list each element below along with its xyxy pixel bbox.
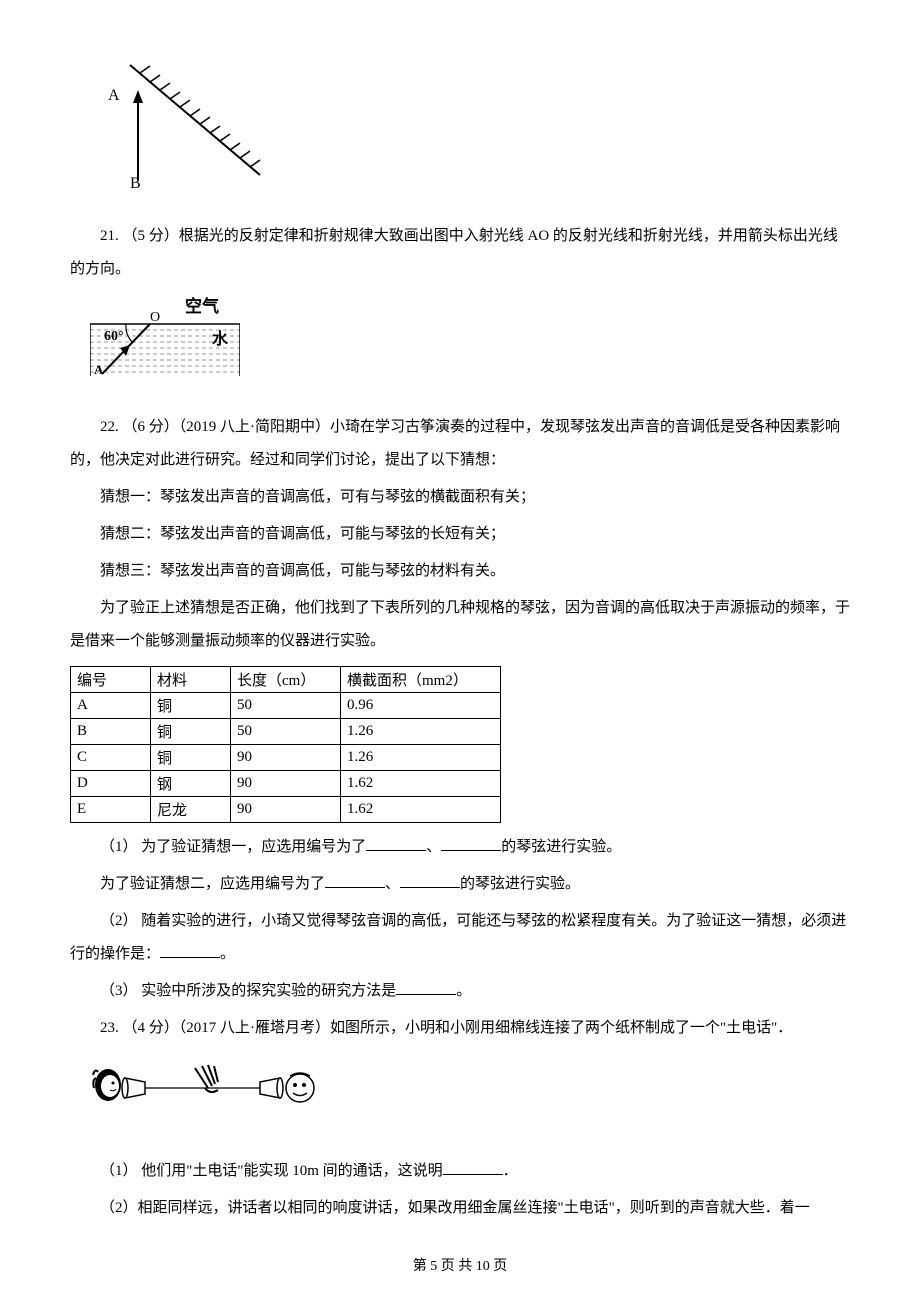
cell: 1.62	[341, 771, 501, 797]
sub2-suffix: 。	[220, 946, 235, 962]
cell: 1.26	[341, 719, 501, 745]
cell: 1.62	[341, 797, 501, 823]
cell: 50	[231, 693, 341, 719]
th-area: 横截面积（mm2）	[341, 667, 501, 693]
q22-guess1: 猜想一：琴弦发出声音的音调高低，可有与琴弦的横截面积有关；	[70, 481, 850, 514]
blank-field	[366, 836, 426, 851]
blank-field	[396, 980, 456, 995]
table-row: D 钢 90 1.62	[71, 771, 501, 797]
cell: 50	[231, 719, 341, 745]
cell: 尼龙	[151, 797, 231, 823]
blank-field	[443, 1160, 503, 1175]
table-row: A 铜 50 0.96	[71, 693, 501, 719]
sub1a-mid: 、	[426, 839, 441, 855]
q22-guess2: 猜想二：琴弦发出声音的音调高低，可能与琴弦的长短有关；	[70, 518, 850, 551]
label-a: A	[108, 87, 120, 104]
q23-sub1: （1） 他们用"土电话"能实现 10m 间的通话，这说明 ．	[70, 1155, 850, 1188]
th-id: 编号	[71, 667, 151, 693]
blank-field	[441, 836, 501, 851]
sub1-suffix: ．	[503, 1163, 518, 1179]
q22-validation: 为了验正上述猜想是否正确，他们找到了下表所列的几种规格的琴弦，因为音调的高低取决…	[70, 592, 850, 658]
cell: A	[71, 693, 151, 719]
q22-text: 22. （6 分）（2019 八上·简阳期中）小琦在学习古筝演奏的过程中，发现琴…	[70, 411, 850, 477]
point-o: O	[150, 310, 160, 325]
string-table: 编号 材料 长度（cm） 横截面积（mm2） A 铜 50 0.96 B 铜 5…	[70, 666, 501, 823]
blank-field	[400, 873, 460, 888]
sub1b-mid: 、	[385, 876, 400, 892]
th-material: 材料	[151, 667, 231, 693]
cell: 90	[231, 745, 341, 771]
cell: 0.96	[341, 693, 501, 719]
mirror-diagram: A B	[90, 60, 850, 195]
cell: C	[71, 745, 151, 771]
sub3-prefix: （3） 实验中所涉及的探究实验的研究方法是	[100, 983, 396, 999]
water-diagram: 空气 O 60° A 水	[90, 296, 850, 391]
label-b: B	[130, 175, 141, 190]
phone-diagram	[90, 1060, 850, 1135]
cell: B	[71, 719, 151, 745]
footer-mid: 页 共	[437, 1259, 476, 1274]
angle-label: 60°	[104, 329, 124, 344]
cell: 铜	[151, 693, 231, 719]
page-footer: 第 5 页 共 10 页	[70, 1255, 850, 1275]
q23-text: 23. （4 分）（2017 八上·雁塔月考）如图所示，小明和小刚用细棉线连接了…	[70, 1012, 850, 1045]
footer-suffix: 页	[490, 1259, 508, 1274]
sub1-prefix: （1） 他们用"土电话"能实现 10m 间的通话，这说明	[100, 1163, 443, 1179]
q23-sub2: （2）相距同样远，讲话者以相同的响度讲话，如果改用细金属丝连接"土电话"，则听到…	[70, 1192, 850, 1225]
cell: 90	[231, 771, 341, 797]
q22-sub1b: 为了验证猜想二，应选用编号为了 、 的琴弦进行实验。	[70, 868, 850, 901]
sub3-suffix: 。	[456, 983, 471, 999]
sub1b-prefix: 为了验证猜想二，应选用编号为了	[100, 876, 325, 892]
sub1a-suffix: 的琴弦进行实验。	[501, 839, 621, 855]
footer-prefix: 第	[413, 1259, 431, 1274]
cell: 钢	[151, 771, 231, 797]
sub1b-suffix: 的琴弦进行实验。	[460, 876, 580, 892]
q21-text: 21. （5 分）根据光的反射定律和折射规律大致画出图中入射光线 AO 的反射光…	[70, 220, 850, 286]
table-row: E 尼龙 90 1.62	[71, 797, 501, 823]
table-row: B 铜 50 1.26	[71, 719, 501, 745]
point-a: A	[94, 362, 104, 377]
blank-field	[160, 943, 220, 958]
blank-field	[325, 873, 385, 888]
water-label: 水	[212, 329, 229, 348]
cell: 1.26	[341, 745, 501, 771]
table-row: C 铜 90 1.26	[71, 745, 501, 771]
air-label: 空气	[185, 296, 219, 316]
th-length: 长度（cm）	[231, 667, 341, 693]
cell: 铜	[151, 719, 231, 745]
cell: 90	[231, 797, 341, 823]
q22-guess3: 猜想三：琴弦发出声音的音调高低，可能与琴弦的材料有关。	[70, 555, 850, 588]
q22-sub3: （3） 实验中所涉及的探究实验的研究方法是 。	[70, 975, 850, 1008]
q22-sub2: （2） 随着实验的进行，小琦又觉得琴弦音调的高低，可能还与琴弦的松紧程度有关。为…	[70, 905, 850, 971]
sub1a-prefix: （1） 为了验证猜想一，应选用编号为了	[100, 839, 366, 855]
footer-total: 10	[476, 1259, 490, 1274]
cell: 铜	[151, 745, 231, 771]
cell: E	[71, 797, 151, 823]
cell: D	[71, 771, 151, 797]
q22-sub1a: （1） 为了验证猜想一，应选用编号为了 、 的琴弦进行实验。	[70, 831, 850, 864]
table-header-row: 编号 材料 长度（cm） 横截面积（mm2）	[71, 667, 501, 693]
